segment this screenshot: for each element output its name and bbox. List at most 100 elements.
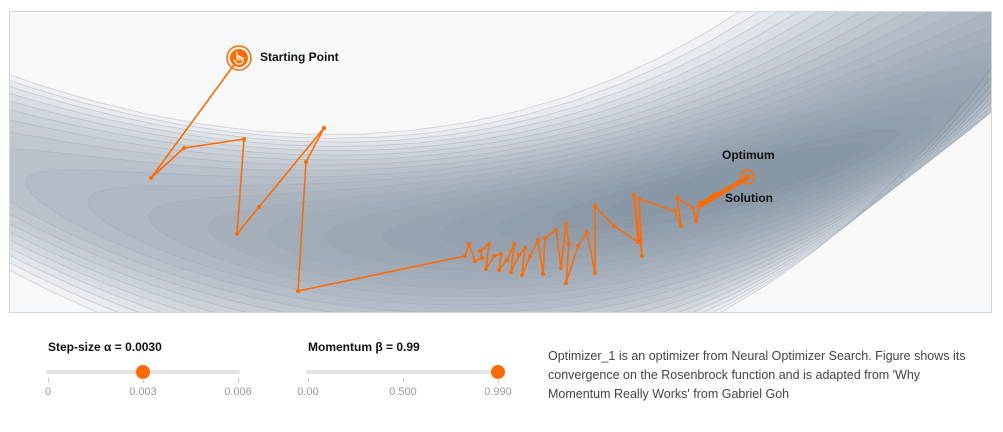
trajectory-step-point (694, 219, 698, 223)
trajectory-step-point (499, 252, 503, 256)
trajectory-step-point (559, 266, 563, 270)
contour-line (10, 12, 991, 312)
contour-line (604, 141, 868, 218)
trajectory-step-point (673, 209, 677, 213)
trajectory-step-point (235, 232, 239, 236)
trajectory-step-point (698, 201, 702, 205)
tick-label-mid: 0.500 (389, 386, 417, 398)
starting-point-label: Starting Point (260, 50, 339, 64)
slider-tick (48, 378, 49, 383)
trajectory-step-point (593, 271, 597, 275)
starting-point-handle-icon[interactable] (226, 45, 252, 71)
slider-tick (238, 378, 239, 383)
trajectory-step-point (593, 204, 597, 208)
trajectory-step-point (640, 254, 644, 258)
trajectory-step-point (492, 254, 496, 258)
trajectory-step-point (182, 146, 186, 150)
step-size-label: Step-size α = 0.0030 (48, 340, 162, 354)
trajectory-step-point (564, 281, 568, 285)
contour-line (382, 76, 991, 263)
contour-line (10, 12, 991, 312)
trajectory-step-point (149, 176, 153, 180)
slider-tick (308, 378, 309, 383)
trajectory-step-point (473, 259, 477, 263)
trajectory-step-point (691, 206, 695, 210)
momentum-track[interactable] (306, 370, 500, 374)
momentum-slider[interactable]: 0.00 0.500 0.990 (297, 365, 512, 406)
trajectory-step-point (636, 240, 640, 244)
contour-line (10, 12, 991, 312)
trajectory-step-point (675, 196, 679, 200)
slider-tick (403, 378, 404, 383)
contour-line (10, 12, 991, 312)
contour-line (25, 12, 991, 312)
trajectory-step-point (517, 253, 521, 257)
optimum-marker (739, 169, 755, 185)
trajectory-step-point (478, 249, 482, 253)
trajectory-step-point (567, 242, 571, 246)
trajectory-step-point (637, 197, 641, 201)
contour-line (325, 56, 991, 272)
contour-line (87, 12, 991, 306)
trajectory-step-point (505, 258, 509, 262)
contour-lines (10, 12, 991, 312)
trajectory-step-point (242, 137, 246, 141)
trajectory-step-point (679, 224, 683, 228)
trajectory-step-point (304, 160, 308, 164)
trajectory-step-point (612, 224, 616, 228)
solution-label: Solution (725, 191, 773, 205)
trajectory-step-point (726, 186, 730, 190)
trajectory-step-point (497, 268, 501, 272)
optimum-label: Optimum (722, 148, 775, 162)
contour-line (208, 25, 991, 289)
trajectory-step-point (564, 222, 568, 226)
contour-plot[interactable]: Starting Point Optimum Solution (9, 11, 992, 313)
trajectory-step-point (512, 242, 516, 246)
figure-caption: Optimizer_1 is an optimizer from Neural … (548, 348, 966, 401)
tick-label-min: 0.00 (297, 386, 319, 398)
trajectory-step-point (322, 126, 326, 130)
trajectory-step-point (736, 180, 740, 184)
trajectory-step-point (632, 193, 636, 197)
tick-label-max: 0.006 (224, 386, 252, 398)
tick-label-min: 0 (44, 386, 52, 398)
trajectory-step-point (484, 267, 488, 271)
slider-tick (143, 378, 144, 383)
trajectory-step-point (543, 236, 547, 240)
trajectory-step-point (509, 270, 513, 274)
tick-label-mid: 0.003 (129, 386, 157, 398)
trajectory-step-point (467, 242, 471, 246)
trajectory-step-point (585, 230, 589, 234)
trajectory-step-point (523, 246, 527, 250)
tick-label-max: 0.990 (484, 386, 512, 398)
trajectory-step-point (554, 228, 558, 232)
trajectory-step-point (463, 254, 467, 258)
contour-line (438, 96, 964, 253)
contour-line (10, 12, 991, 312)
trajectory-step-point (576, 244, 580, 248)
trajectory-step-point (541, 272, 545, 276)
trajectory-step-point (520, 273, 524, 277)
contour-line (148, 12, 991, 298)
trajectory-step-point (713, 192, 717, 196)
trajectory-step-point (480, 256, 484, 260)
momentum-thumb[interactable] (491, 365, 505, 379)
contour-line (10, 12, 991, 312)
contour-line (10, 12, 991, 312)
step-size-slider[interactable]: 0 0.003 0.006 (44, 365, 252, 406)
contour-line (494, 113, 932, 243)
trajectory-step-point (296, 289, 300, 293)
step-size-thumb[interactable] (136, 365, 150, 379)
slider-tick (498, 378, 499, 383)
trajectory-step-point (257, 205, 261, 209)
trajectory-step-point (528, 254, 532, 258)
contour-line (10, 12, 991, 312)
momentum-label: Momentum β = 0.99 (308, 340, 420, 354)
contour-line (267, 40, 991, 281)
contour-line (549, 128, 900, 231)
trajectory-step-point (536, 238, 540, 242)
rosenbrock-contour-canvas (10, 12, 991, 312)
optimizer-path (149, 57, 749, 293)
trajectory-step-point (487, 242, 491, 246)
contour-line (10, 12, 991, 312)
